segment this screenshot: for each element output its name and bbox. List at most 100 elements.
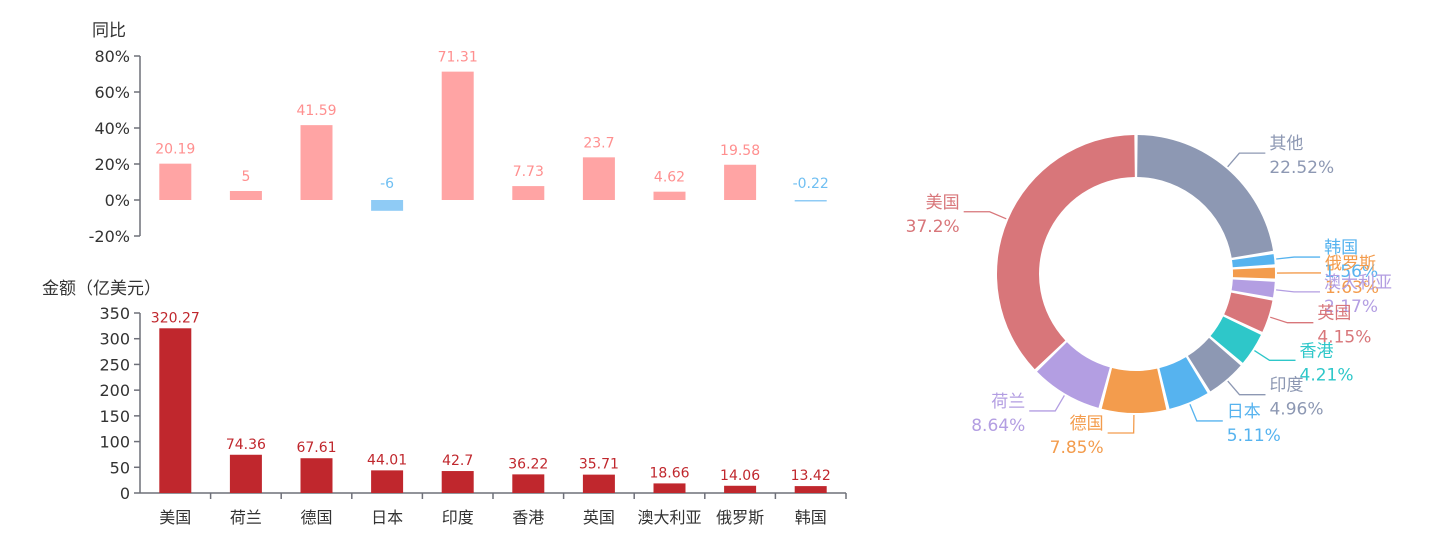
- yoy-bar: [441, 71, 474, 200]
- donut-slice: [1137, 135, 1274, 258]
- amount-y-tick-label: 100: [99, 433, 130, 452]
- yoy-value-label: 4.62: [654, 170, 685, 186]
- share-donut-chart: 其他 22.52% 韩国 1.56%俄罗斯 1.63%澳大利亚 2.17%英国 4.15%香…: [906, 134, 1392, 458]
- yoy-value-label: 41.59: [296, 103, 336, 119]
- amount-value-label: 74.36: [226, 437, 266, 453]
- yoy-bar: [300, 125, 333, 200]
- donut-leader-line: [1029, 395, 1065, 412]
- yoy-value-label: 19.58: [720, 143, 760, 159]
- donut-label-pct: 37.2%: [906, 217, 960, 237]
- amount-value-label: 42.7: [442, 453, 473, 469]
- amount-axis-title: 金额（亿美元）: [42, 279, 161, 299]
- yoy-bar: [159, 163, 192, 200]
- amount-bar: [512, 474, 545, 493]
- donut-label-name: 澳大利亚: [1324, 273, 1392, 293]
- donut-label-name: 荷兰: [991, 392, 1025, 412]
- yoy-value-label: 20.19: [155, 142, 195, 158]
- donut-label-pct: 7.85%: [1050, 438, 1104, 458]
- country-label: 俄罗斯: [716, 508, 764, 527]
- donut-label-pct: 22.52%: [1269, 158, 1334, 178]
- amount-value-labels: 320.27 74.36 67.61 44.01 42.7 36.22 35.71 18.66…: [151, 310, 831, 484]
- donut-slices: [997, 135, 1275, 413]
- donut-slice: [1231, 254, 1275, 268]
- amount-bar: [794, 486, 827, 493]
- amount-bar-chart: 金额（亿美元） 0 50 100 150 200 250 300 350 320.27 74.3…: [42, 279, 847, 527]
- donut-label-pct: 1.56%: [1324, 262, 1378, 282]
- amount-value-label: 13.42: [791, 468, 831, 484]
- yoy-y-tick-label: 80%: [94, 47, 130, 66]
- donut-leader-line: [1254, 350, 1296, 361]
- country-label: 澳大利亚: [637, 508, 701, 527]
- amount-value-label: 44.01: [367, 452, 407, 468]
- donut-slice: [1159, 357, 1208, 409]
- donut-leader-line: [1276, 289, 1320, 293]
- donut-slice: [1224, 292, 1273, 332]
- donut-leader-line: [1189, 404, 1223, 422]
- yoy-bar: [724, 164, 757, 200]
- amount-bar: [229, 454, 262, 493]
- yoy-y-tick-label: 20%: [94, 155, 130, 174]
- donut-slice: [1232, 267, 1275, 279]
- donut-labels: 其他 22.52% 韩国 1.56%俄罗斯 1.63%澳大利亚 2.17%英国 4.15%香…: [906, 134, 1392, 458]
- yoy-y-tick-label: 40%: [94, 119, 130, 138]
- donut-slice: [1187, 337, 1241, 392]
- yoy-value-label: -6: [380, 176, 394, 192]
- yoy-value-label: 71.31: [438, 50, 478, 66]
- yoy-bars: [159, 71, 827, 211]
- country-label: 香港: [512, 508, 544, 527]
- amount-y-tick-label: 0: [120, 484, 130, 503]
- amount-value-label: 36.22: [508, 456, 548, 472]
- donut-label-name: 日本: [1227, 402, 1261, 422]
- amount-bar: [653, 483, 686, 493]
- yoy-y-tick-label: -20%: [89, 227, 130, 246]
- donut-label-name: 韩国: [1324, 238, 1358, 258]
- amount-bar: [441, 471, 474, 493]
- donut-label-name: 英国: [1317, 304, 1351, 324]
- yoy-value-labels: 20.19 5 41.59 -6 71.31 7.73 23.7 4.62 19.58 -0.22: [155, 50, 829, 192]
- yoy-y-axis: -20% 0% 20% 40% 60% 80%: [89, 47, 141, 246]
- donut-slice: [1037, 342, 1110, 408]
- country-label: 韩国: [795, 508, 827, 527]
- amount-bar: [371, 470, 404, 493]
- amount-bars: [159, 328, 827, 493]
- donut-label-name: 美国: [926, 193, 960, 213]
- amount-value-label: 14.06: [720, 468, 760, 484]
- country-label: 日本: [371, 508, 403, 527]
- amount-bar: [724, 485, 757, 493]
- yoy-bar-chart: 同比 -20% 0% 20% 40% 60% 80% 20.19 5 41.59 -6 71.31…: [89, 21, 829, 246]
- donut-label-pct: 4.15%: [1317, 328, 1371, 348]
- donut-label-pct: 1.63%: [1325, 278, 1379, 298]
- amount-y-tick-label: 50: [110, 458, 130, 477]
- donut-label-pct: 5.11%: [1227, 426, 1281, 446]
- donut-label-pct: 4.96%: [1269, 400, 1323, 420]
- amount-y-tick-label: 300: [99, 330, 130, 349]
- country-label: 英国: [583, 508, 615, 527]
- donut-leader-line: [1107, 414, 1135, 434]
- amount-y-tick-label: 350: [99, 304, 130, 323]
- amount-value-label: 35.71: [579, 457, 619, 473]
- amount-y-tick-label: 250: [99, 355, 130, 374]
- donut-label-name: 其他: [1269, 134, 1303, 154]
- donut-label-pct: 4.21%: [1300, 365, 1354, 385]
- country-label: 美国: [159, 508, 191, 527]
- amount-y-tick-label: 150: [99, 407, 130, 426]
- donut-slice: [1231, 279, 1275, 298]
- donut-leader-line: [1227, 152, 1266, 168]
- country-x-axis-labels: 美国 荷兰 德国 日本 印度 香港 英国 澳大利亚 俄罗斯 韩国: [159, 508, 826, 527]
- yoy-bar: [229, 191, 262, 200]
- donut-leader-line: [1227, 380, 1266, 396]
- donut-leader-lines: [963, 152, 1321, 434]
- country-label: 荷兰: [230, 508, 262, 527]
- donut-label-name: 印度: [1269, 376, 1303, 396]
- yoy-value-label: 5: [241, 169, 250, 185]
- yoy-bar: [794, 200, 827, 202]
- donut-label-pct: 8.64%: [971, 416, 1025, 436]
- yoy-bar: [582, 157, 615, 200]
- donut-label-name: 德国: [1070, 414, 1104, 434]
- amount-value-label: 67.61: [296, 440, 336, 456]
- amount-value-label: 18.66: [649, 465, 689, 481]
- donut-slice: [997, 135, 1135, 370]
- yoy-bar: [653, 191, 686, 200]
- donut-label-name: 香港: [1300, 341, 1334, 361]
